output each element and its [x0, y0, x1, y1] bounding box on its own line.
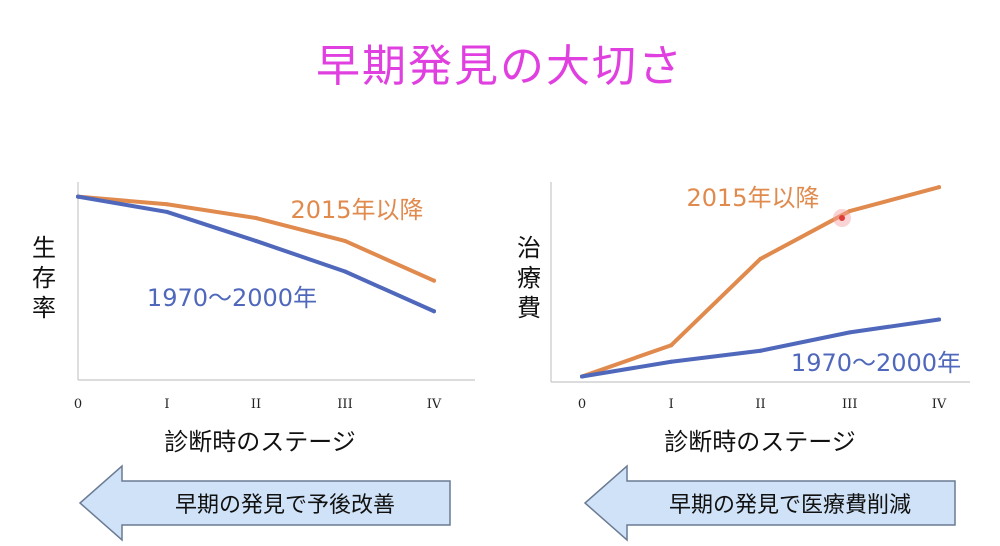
data-point: [847, 330, 852, 335]
data-point: [580, 374, 584, 379]
series-label: 2015年以降: [686, 184, 819, 212]
data-point: [669, 343, 674, 348]
data-point: [76, 194, 80, 199]
pointer-dot: [839, 215, 845, 221]
series-label: 2015年以降: [290, 196, 423, 224]
left-arrow-shape: [78, 464, 451, 542]
x-tick-label: III: [337, 397, 352, 412]
data-point: [165, 202, 169, 207]
data-point: [937, 185, 941, 190]
data-point: [847, 209, 852, 214]
data-point: [669, 359, 674, 364]
right-arrow-label: 早期の発見で医療費削減: [668, 493, 911, 518]
right-arrow-shape: [583, 464, 956, 542]
x-tick-label: IV: [427, 397, 442, 412]
survival-x-label: 診断時のステージ: [164, 428, 356, 456]
page-title: 早期発見の大切さ: [316, 41, 684, 92]
cost-x-label: 診断時のステージ: [664, 428, 856, 456]
x-tick-label: IV: [932, 397, 947, 412]
x-tick-label: II: [755, 397, 765, 412]
x-tick-label: III: [842, 397, 857, 412]
data-point: [165, 209, 169, 214]
x-tick-label: I: [669, 397, 674, 412]
left-arrow: 早期の発見で予後改善: [78, 464, 452, 542]
data-point: [254, 216, 258, 221]
x-tick-label: 0: [74, 397, 82, 412]
data-point: [432, 309, 436, 314]
x-tick-label: II: [251, 397, 261, 412]
data-point: [343, 238, 347, 243]
data-point: [254, 238, 258, 243]
cost-y-label: 治療費: [517, 234, 541, 322]
data-point: [937, 317, 941, 322]
right-arrow: 早期の発見で医療費削減: [583, 464, 957, 542]
series-label: 1970〜2000年: [147, 284, 317, 312]
data-point: [343, 269, 347, 274]
data-point: [758, 348, 763, 353]
x-tick-label: 0: [578, 397, 586, 412]
series-label: 1970〜2000年: [791, 349, 961, 377]
left-arrow-label: 早期の発見で予後改善: [174, 493, 395, 518]
survival-y-label: 生存率: [32, 234, 56, 322]
data-point: [432, 278, 436, 283]
x-tick-label: I: [164, 397, 169, 412]
data-point: [758, 256, 763, 261]
